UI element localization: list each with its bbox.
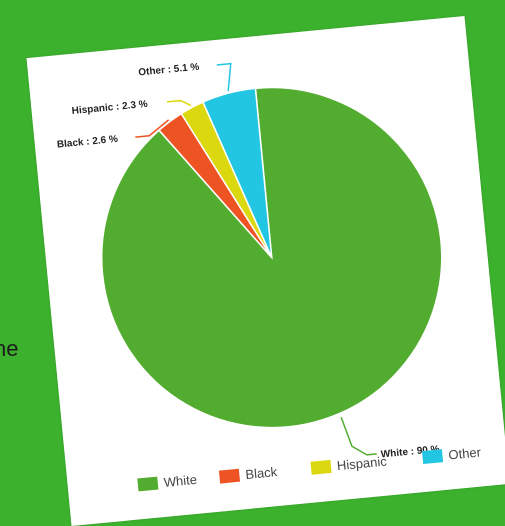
data-label-hispanic: Hispanic : 2.3 % (71, 99, 148, 117)
leader-line-black (135, 119, 170, 138)
leader-lines (135, 62, 377, 456)
legend-swatch-white[interactable] (137, 476, 159, 492)
leader-line-hispanic (166, 99, 192, 107)
data-label-black: Black : 2.6 % (56, 134, 118, 151)
leader-line-other (216, 62, 232, 92)
pie-slice-other[interactable] (201, 87, 273, 262)
legend-swatch-black[interactable] (218, 468, 241, 484)
pie-slices (101, 86, 443, 429)
chart-card: White : 90 % Black : 2.6 % Hispanic : 2.3 … (26, 15, 505, 526)
background-text: he (0, 336, 19, 361)
legend-label-hispanic[interactable]: Hispanic (336, 453, 388, 473)
legend-label-black[interactable]: Black (245, 464, 279, 482)
legend-swatch-hispanic[interactable] (310, 459, 332, 475)
legend-label-white[interactable]: White (163, 472, 198, 490)
chart-legend: White Black Hispanic Other (137, 444, 482, 492)
leader-line-white (340, 416, 377, 456)
pie-chart: White : 90 %Black : 2.6 %Hispanic : 2.3 … (56, 62, 482, 492)
data-label-other: Other : 5.1 % (138, 62, 200, 79)
legend-label-other[interactable]: Other (448, 444, 482, 462)
legend-swatch-other[interactable] (421, 449, 444, 465)
